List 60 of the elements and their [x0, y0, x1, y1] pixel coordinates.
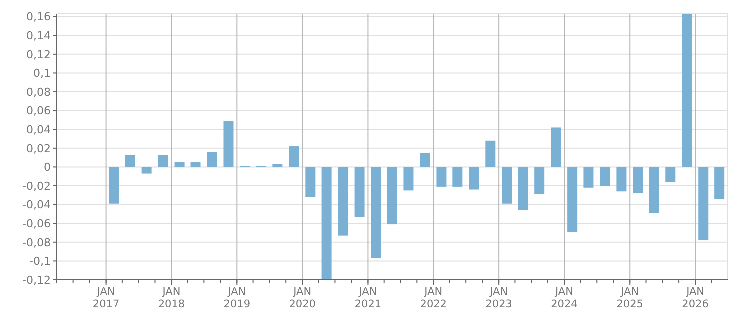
bar: [551, 128, 562, 168]
y-tick-label: 0,08: [26, 86, 51, 99]
y-tick-label: -0,04: [22, 198, 51, 212]
bar: [190, 162, 201, 168]
y-tick-label: -0,12: [22, 274, 51, 287]
bar: [404, 167, 414, 191]
bar: [534, 167, 545, 194]
y-tick-label: 0,06: [26, 104, 51, 118]
y-tick-label: 0,16: [26, 10, 51, 24]
bar: [142, 167, 152, 174]
x-tick-label: JAN 2019: [224, 286, 251, 310]
bar: [452, 167, 463, 187]
bar: [338, 167, 348, 236]
y-tick-label: 0,14: [26, 29, 51, 42]
y-tick-label: -0,1: [30, 255, 51, 268]
bar: [109, 167, 120, 204]
y-tick-label: -0,02: [22, 180, 51, 193]
bar: [125, 154, 136, 168]
y-tick-label: 0,1: [34, 67, 51, 80]
x-tick-label: JAN 2020: [289, 286, 316, 310]
x-tick-label: JAN 2021: [354, 286, 382, 310]
bar: [666, 167, 676, 182]
bar: [371, 167, 382, 258]
bar: [698, 167, 709, 241]
bar: [486, 140, 496, 168]
x-tick-label: JAN 2026: [682, 286, 710, 310]
bar: [568, 167, 578, 232]
bar: [289, 146, 300, 168]
bar: [354, 167, 365, 218]
bar: [306, 167, 316, 198]
bar: [387, 167, 398, 225]
x-tick-label: JAN 2023: [486, 286, 512, 310]
bar: [158, 154, 168, 168]
bar: [633, 167, 644, 194]
bar: [518, 167, 528, 210]
x-tick-label: JAN 2022: [420, 286, 448, 310]
bar: [207, 152, 218, 168]
bar: [469, 167, 480, 190]
y-tick-label: 0,12: [26, 48, 51, 62]
bar: [436, 167, 447, 187]
y-tick-label: 0: [44, 161, 51, 174]
bar: [584, 167, 594, 188]
x-tick-label: JAN 2024: [551, 286, 578, 310]
y-tick-label: 0,04: [26, 123, 51, 136]
x-tick-label: JAN 2025: [616, 286, 644, 310]
x-tick-label: JAN 2017: [92, 286, 120, 310]
bar: [174, 162, 185, 168]
y-tick-label: -0,06: [22, 217, 51, 230]
bar: [616, 167, 627, 192]
bar: [600, 167, 610, 186]
bar: [224, 121, 234, 168]
bar: [714, 167, 725, 200]
bar: [420, 153, 430, 168]
y-tick-label: 0,02: [26, 142, 51, 156]
bar: [649, 167, 660, 214]
y-tick-label: -0,08: [22, 236, 51, 250]
bar: [322, 167, 332, 280]
bar: [682, 14, 692, 168]
bar: [502, 167, 512, 204]
x-tick-label: JAN 2018: [158, 286, 186, 310]
